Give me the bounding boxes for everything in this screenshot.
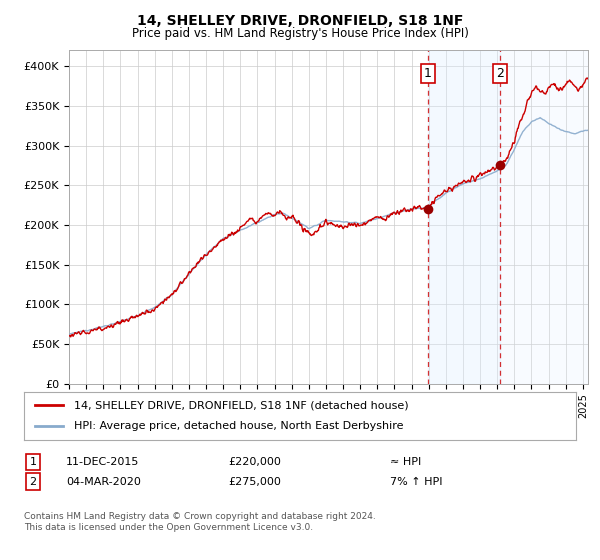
Text: £220,000: £220,000: [228, 457, 281, 467]
Text: 1: 1: [424, 67, 432, 80]
Text: 14, SHELLEY DRIVE, DRONFIELD, S18 1NF (detached house): 14, SHELLEY DRIVE, DRONFIELD, S18 1NF (d…: [74, 400, 409, 410]
Text: Price paid vs. HM Land Registry's House Price Index (HPI): Price paid vs. HM Land Registry's House …: [131, 27, 469, 40]
Text: 14, SHELLEY DRIVE, DRONFIELD, S18 1NF: 14, SHELLEY DRIVE, DRONFIELD, S18 1NF: [137, 14, 463, 28]
Text: ≈ HPI: ≈ HPI: [390, 457, 421, 467]
Text: HPI: Average price, detached house, North East Derbyshire: HPI: Average price, detached house, Nort…: [74, 421, 403, 431]
Text: 7% ↑ HPI: 7% ↑ HPI: [390, 477, 443, 487]
Text: 04-MAR-2020: 04-MAR-2020: [66, 477, 141, 487]
Text: £275,000: £275,000: [228, 477, 281, 487]
Text: Contains HM Land Registry data © Crown copyright and database right 2024.
This d: Contains HM Land Registry data © Crown c…: [24, 512, 376, 532]
Text: 11-DEC-2015: 11-DEC-2015: [66, 457, 139, 467]
Text: 2: 2: [29, 477, 37, 487]
Text: 2: 2: [496, 67, 504, 80]
Text: 1: 1: [29, 457, 37, 467]
